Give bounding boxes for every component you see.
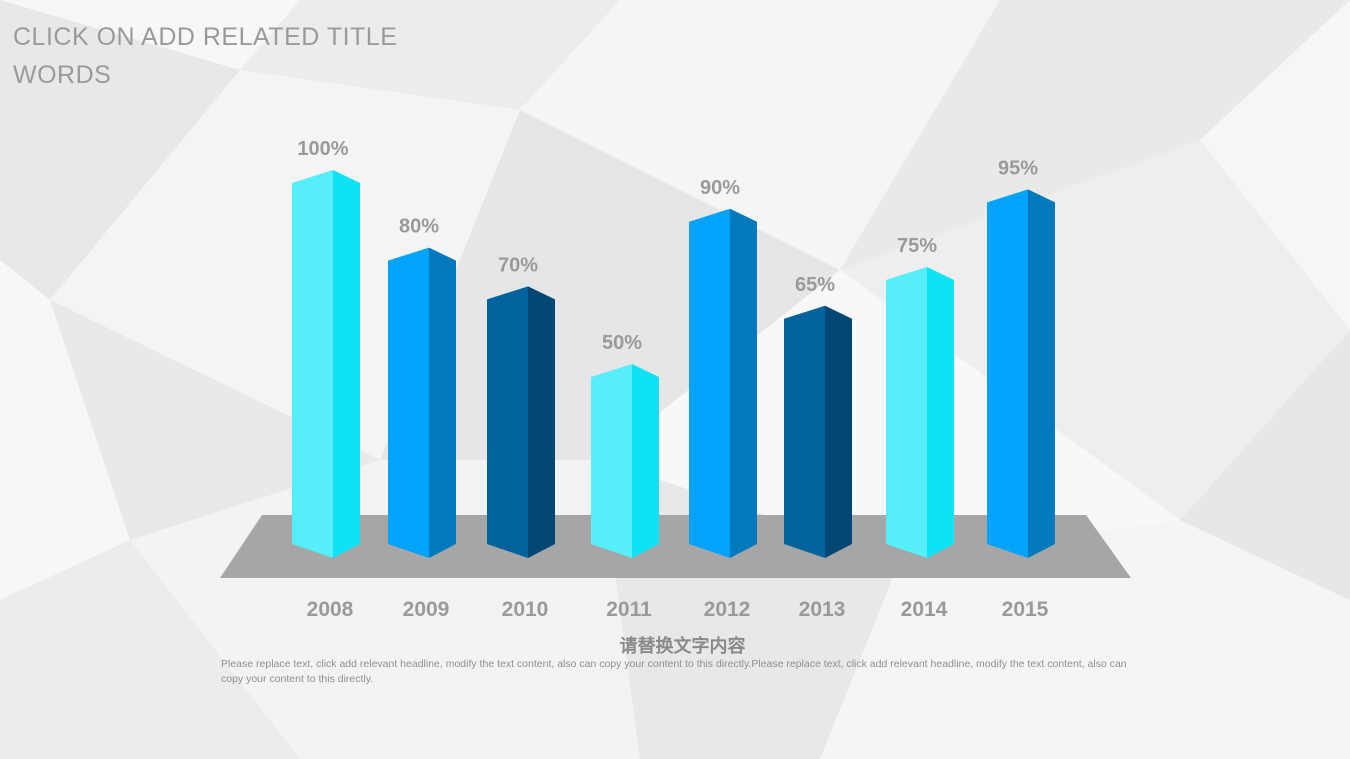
category-label-2009: 2009: [403, 598, 450, 621]
value-labels-group: 100% 80% 70% 50% 90% 65% 75% 95%: [297, 138, 1038, 354]
bar-front-face: [487, 286, 528, 558]
page-title-line-2: WORDS: [13, 61, 112, 89]
category-label-2015: 2015: [1002, 598, 1049, 621]
caption-title: 请替换文字内容: [619, 636, 746, 656]
value-label-2012: 90%: [700, 177, 740, 199]
category-label-2008: 2008: [307, 598, 354, 621]
value-label-2011: 50%: [602, 332, 642, 354]
bar-2014: [886, 267, 954, 558]
bar-side-face: [730, 208, 757, 559]
caption-body: Please replace text, click add relevant …: [221, 658, 1127, 685]
page-title-line-1: CLICK ON ADD RELATED TITLE: [13, 23, 398, 51]
value-label-2010: 70%: [498, 254, 538, 276]
bar-2009: [388, 247, 456, 558]
category-label-2013: 2013: [799, 598, 846, 621]
bar-side-face: [632, 364, 659, 558]
bar-front-face: [591, 364, 632, 558]
bar-front-face: [689, 208, 730, 559]
bar-side-face: [927, 267, 954, 558]
category-label-2011: 2011: [606, 598, 652, 621]
bar-side-face: [333, 170, 360, 558]
value-label-2009: 80%: [399, 216, 439, 238]
value-label-2013: 65%: [795, 274, 835, 296]
bar-front-face: [784, 305, 825, 558]
bar-side-face: [429, 247, 456, 558]
bar-side-face: [528, 286, 555, 558]
bar-2015: [987, 189, 1055, 558]
category-labels-group: 2008 2009 2010 2011 2012 2013 2014 2015: [307, 598, 1049, 621]
category-label-2012: 2012: [704, 598, 751, 621]
bar-front-face: [292, 170, 333, 558]
category-label-2010: 2010: [502, 598, 549, 621]
value-label-2015: 95%: [998, 157, 1038, 179]
bar-2011: [591, 364, 659, 558]
bar-front-face: [388, 247, 429, 558]
bar-2008: [292, 170, 360, 558]
bar-side-face: [825, 305, 852, 558]
category-label-2014: 2014: [901, 598, 948, 621]
value-label-2014: 75%: [897, 235, 937, 257]
bar-2012: [689, 208, 757, 559]
bars-group: [292, 170, 1055, 559]
bar-front-face: [886, 267, 927, 558]
bar-2010: [487, 286, 555, 558]
value-label-2008: 100%: [297, 138, 348, 160]
page-title: CLICK ON ADD RELATED TITLE WORDS: [13, 18, 413, 94]
bar-side-face: [1028, 189, 1055, 558]
bar-2013: [784, 305, 852, 558]
bar-front-face: [987, 189, 1028, 558]
